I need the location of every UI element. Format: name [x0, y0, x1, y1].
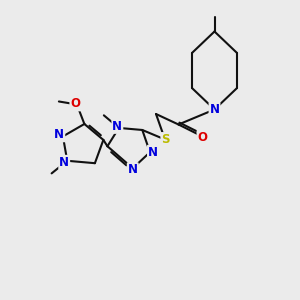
Text: N: N: [128, 163, 138, 176]
Text: N: N: [59, 156, 69, 169]
Text: O: O: [70, 98, 80, 110]
Text: N: N: [148, 146, 158, 159]
Text: N: N: [209, 103, 220, 116]
Text: S: S: [161, 133, 170, 146]
Text: N: N: [112, 120, 122, 133]
Text: O: O: [197, 131, 208, 144]
Text: N: N: [54, 128, 64, 141]
